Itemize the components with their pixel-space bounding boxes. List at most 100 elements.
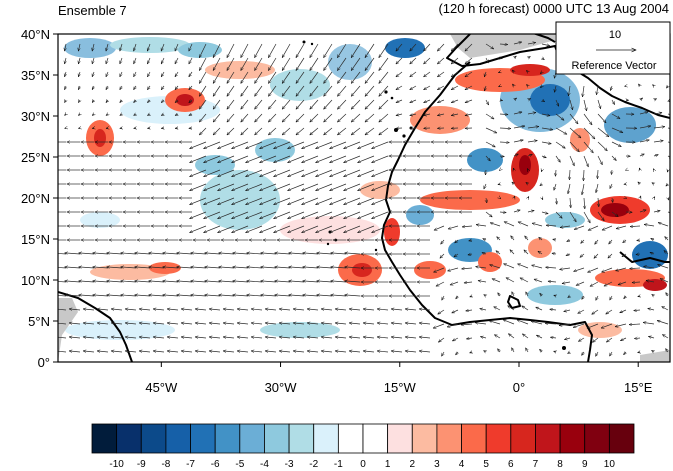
wind-vector <box>324 127 333 135</box>
wind-vector <box>538 251 543 255</box>
wind-vector <box>296 113 305 122</box>
wind-vector <box>499 156 504 157</box>
wind-vector <box>653 169 654 170</box>
colorbar-label: 9 <box>582 459 588 470</box>
wind-vector <box>531 265 543 269</box>
wind-vector <box>587 267 599 273</box>
wind-vector <box>364 43 375 58</box>
wind-vector <box>568 352 570 354</box>
lon-tick-label: 15°W <box>384 380 417 395</box>
wind-vector <box>125 337 137 338</box>
colorbar-label: 1 <box>385 459 391 470</box>
wind-vector <box>652 294 654 296</box>
wind-vector <box>237 351 249 352</box>
wind-vector <box>590 281 599 287</box>
wind-vector <box>204 197 221 205</box>
wind-vector <box>536 334 543 339</box>
wind-vector <box>293 351 305 352</box>
wind-vector <box>289 295 305 296</box>
wind-vector <box>363 323 375 324</box>
wind-vector <box>161 114 164 116</box>
wind-vector <box>189 85 193 90</box>
wind-vector <box>470 352 472 353</box>
wind-vector <box>163 267 179 268</box>
wind-vector <box>351 57 361 71</box>
wind-vector <box>293 309 305 310</box>
wind-vector <box>218 197 235 205</box>
wind-vector <box>260 183 277 191</box>
wind-vector <box>188 43 193 51</box>
wind-vector <box>135 295 151 296</box>
wind-vector <box>163 295 179 296</box>
wind-vector <box>447 267 459 271</box>
wind-vector <box>337 99 347 109</box>
wind-vector <box>275 267 291 268</box>
wind-vector <box>310 99 319 109</box>
wind-vector <box>517 264 529 269</box>
wind-vector <box>560 226 571 228</box>
wind-vector <box>174 57 179 64</box>
wind-vector <box>667 170 668 172</box>
wind-vector <box>233 295 249 296</box>
wind-vector <box>379 113 389 122</box>
wind-vector <box>351 85 361 96</box>
wind-vector <box>323 57 333 71</box>
wind-vector <box>564 338 571 340</box>
wind-vector <box>583 169 584 181</box>
wind-vector <box>666 86 668 88</box>
colorbar-label: -4 <box>260 459 269 470</box>
wind-vector <box>275 281 291 282</box>
wind-vector <box>464 282 473 283</box>
wind-vector <box>274 141 291 149</box>
wind-vector <box>78 100 80 103</box>
wind-vector <box>465 114 473 115</box>
wind-vector <box>525 292 528 297</box>
wind-vector <box>592 337 599 342</box>
wind-vector <box>540 349 542 352</box>
wind-vector <box>461 268 473 269</box>
wind-vector <box>133 85 136 90</box>
wind-vector <box>330 225 347 233</box>
wind-vector <box>247 253 263 254</box>
wind-vector <box>555 155 560 162</box>
wind-vector <box>578 309 585 314</box>
wind-vector <box>289 281 305 282</box>
wind-vector <box>181 337 193 338</box>
wind-vector <box>232 197 249 205</box>
wind-vector <box>657 321 669 325</box>
wind-vector <box>611 155 616 161</box>
wind-vector <box>350 43 361 58</box>
wind-vector <box>153 351 165 352</box>
wind-vector <box>190 141 207 149</box>
wind-vector <box>500 100 503 101</box>
wind-vector <box>307 309 319 310</box>
wind-vector <box>528 98 531 100</box>
wind-vector <box>452 337 459 342</box>
wind-vector <box>525 348 528 353</box>
wind-vector <box>514 56 516 58</box>
wind-vector <box>199 99 207 109</box>
wind-vector <box>489 321 501 325</box>
wind-vector <box>337 43 347 58</box>
wind-vector <box>204 141 221 149</box>
wind-vector <box>470 296 472 297</box>
wind-vector <box>205 253 221 254</box>
wind-vector <box>410 43 417 51</box>
wind-vector <box>540 293 542 296</box>
wind-vector <box>209 337 221 338</box>
wind-vector <box>469 240 473 241</box>
wind-vector <box>345 295 361 296</box>
wind-vector <box>69 309 81 310</box>
wind-vector <box>475 323 487 324</box>
wind-vector <box>106 100 108 103</box>
wind-vector <box>465 57 473 64</box>
wind-vector <box>330 211 347 219</box>
wind-vector <box>295 43 305 58</box>
wind-vector <box>365 99 375 109</box>
wind-vector <box>498 72 500 73</box>
wind-vector <box>205 267 221 268</box>
wind-vector <box>279 323 291 324</box>
lon-tick-label: 45°W <box>145 380 178 395</box>
wind-vector <box>133 71 136 77</box>
wind-vector <box>437 85 445 91</box>
